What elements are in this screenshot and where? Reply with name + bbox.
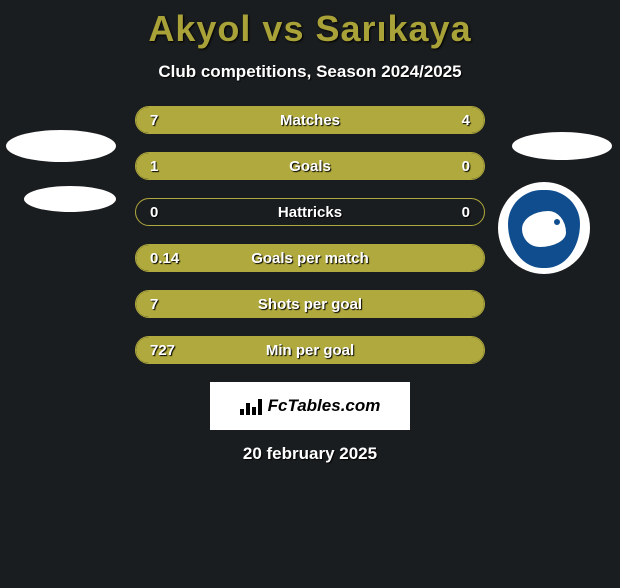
stat-value-left: 0 [150,199,158,225]
stat-row: 1 0Goals [135,152,485,180]
left-badge-placeholder-2 [24,186,116,212]
stat-value-left: 1 [150,153,158,179]
right-badge-placeholder [512,132,612,160]
stat-row: 0.14Goals per match [135,244,485,272]
stat-value-right: 0 [462,199,470,225]
subtitle: Club competitions, Season 2024/2025 [0,62,620,82]
stat-row: 7Shots per goal [135,290,485,318]
eagle-icon [522,211,566,247]
left-badge-placeholder-1 [6,130,116,162]
stat-label: Goals [136,153,484,179]
stat-value-left: 7 [150,107,158,133]
watermark-text: FcTables.com [268,396,381,416]
page-title: Akyol vs Sarıkaya [0,8,620,50]
stat-label: Matches [136,107,484,133]
watermark: FcTables.com [210,382,410,430]
stats-container: 74Matches10Goals00Hattricks0.14Goals per… [135,106,485,364]
stat-value-left: 0.14 [150,245,179,271]
stat-label: Goals per match [136,245,484,271]
stat-value-right: 4 [462,107,470,133]
stat-label: Min per goal [136,337,484,363]
date-label: 20 february 2025 [0,444,620,464]
stat-label: Hattricks [136,199,484,225]
stat-row: 0 0Hattricks [135,198,485,226]
stat-row: 7 4Matches [135,106,485,134]
stat-label: Shots per goal [136,291,484,317]
stat-value-left: 727 [150,337,175,363]
stat-row: 727Min per goal [135,336,485,364]
stat-value-left: 7 [150,291,158,317]
bar-chart-icon [240,397,262,415]
club-badge [498,182,590,274]
stat-value-right: 0 [462,153,470,179]
